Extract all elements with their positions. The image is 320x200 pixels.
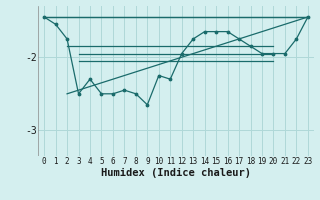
X-axis label: Humidex (Indice chaleur): Humidex (Indice chaleur) xyxy=(101,168,251,178)
